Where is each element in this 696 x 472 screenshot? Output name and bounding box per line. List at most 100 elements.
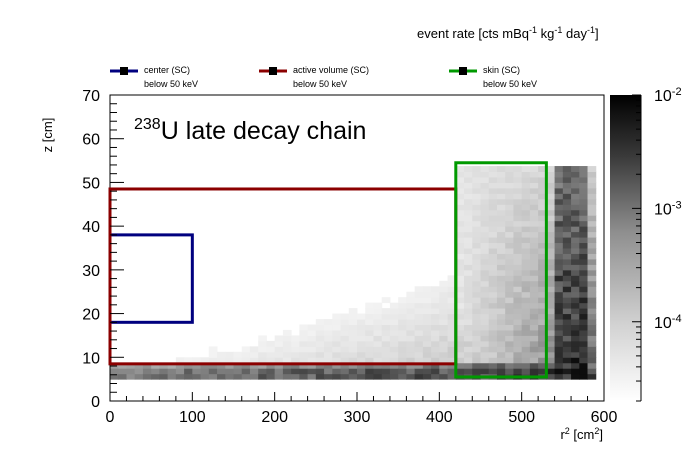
heatmap-cell [521,231,531,238]
chart-title: 238U late decay chain [134,116,366,145]
heatmap-cell [472,329,481,336]
heatmap-cell [447,286,457,293]
heatmap-cell [439,313,449,320]
y-tick-label: 0 [91,394,100,411]
heatmap-cell [505,242,514,249]
heatmap-cell [488,308,498,315]
heatmap-cell [562,176,572,183]
heatmap-cell [538,340,547,347]
heatmap-cell [546,357,556,364]
heatmap-cell [562,302,572,309]
heatmap-cell [480,182,490,189]
heatmap-cell [291,357,300,364]
heatmap-cell [587,248,597,254]
heatmap-cell [571,264,580,271]
heatmap-cell [546,286,556,293]
heatmap-cell [472,253,481,260]
x-tick-label: 300 [344,409,371,426]
heatmap-cell [513,253,523,260]
heatmap-cell [496,231,506,238]
heatmap-cell [529,340,539,347]
heatmap-cell [175,357,185,364]
heatmap-cell [464,280,473,287]
heatmap-cell [340,313,350,320]
heatmap-cell [348,324,358,331]
heatmap-cell [546,362,556,369]
heatmap-cell [529,357,539,364]
heatmap-cell [464,264,473,271]
heatmap-cell [513,258,523,265]
heatmap-cell [340,329,350,336]
heatmap-cell [258,368,267,375]
heatmap-cell [554,171,564,178]
heatmap-cell [488,324,498,331]
colorbar-tick-label: 10-4 [654,313,682,332]
colorbar-label-sup: -1 [587,25,595,35]
heatmap-cell [488,335,498,342]
heatmap-cell [529,258,539,265]
heatmap-cell [505,324,514,331]
heatmap-cell [529,242,539,249]
heatmap-cell [307,329,317,336]
heatmap-cell [546,166,556,172]
y-tick-label: 20 [82,307,100,324]
heatmap-cell [562,324,572,331]
heatmap-cell [389,351,399,358]
heatmap-cell [447,297,457,304]
heatmap-cell [249,351,259,358]
heatmap-cell [521,187,531,194]
heatmap-cell [233,357,243,364]
heatmap-cell [307,340,317,347]
heatmap-cell [538,275,547,282]
heatmap-cell [406,368,416,375]
heatmap-cell [299,368,309,375]
heatmap-cell [455,198,465,205]
heatmap-cell [455,258,465,265]
heatmap-cell [464,308,473,315]
heatmap-cell [324,346,333,353]
heatmap-cell [455,346,465,353]
heatmap-cell [282,368,292,375]
heatmap-cell [562,280,572,287]
heatmap-cell [381,313,391,320]
heatmap-cell [546,351,556,358]
heatmap-cell [422,313,432,320]
heatmap-cell [299,373,309,380]
heatmap-cell [291,346,300,353]
heatmap-cell [274,368,284,375]
heatmap-cell [521,253,531,260]
heatmap-cell [324,368,333,375]
heatmap-cell [562,297,572,304]
heatmap-cell [422,297,432,304]
heatmap-cell [472,351,481,358]
heatmap-cell [274,346,284,353]
heatmap-cell [579,324,589,331]
heatmap-cell [315,346,325,353]
heatmap-cell [480,226,490,233]
heatmap-cell [571,346,580,353]
heatmap-cell [554,280,564,287]
heatmap-cell [324,362,333,369]
heatmap-cell [587,269,597,276]
heatmap-cell [521,291,531,298]
heatmap-cell [488,171,498,178]
heatmap-cell [439,291,449,298]
heatmap-cell [496,242,506,249]
heatmap-cell [571,171,580,178]
heatmap-cell [472,302,481,309]
heatmap-cell [521,242,531,249]
heatmap-cell [579,368,589,375]
heatmap-cell [488,253,498,260]
heatmap-cell [538,193,547,200]
heatmap-cell [299,335,309,342]
heatmap-cell [538,237,547,244]
heatmap-cell [167,362,177,369]
heatmap-cell [472,297,481,304]
heatmap-cell [455,187,465,194]
title-text: late decay chain [186,117,367,145]
heatmap-cell [571,198,580,205]
heatmap-cell [422,368,432,375]
heatmap-cell [488,357,498,364]
heatmap-cell [365,368,374,375]
heatmap-cell [340,362,350,369]
